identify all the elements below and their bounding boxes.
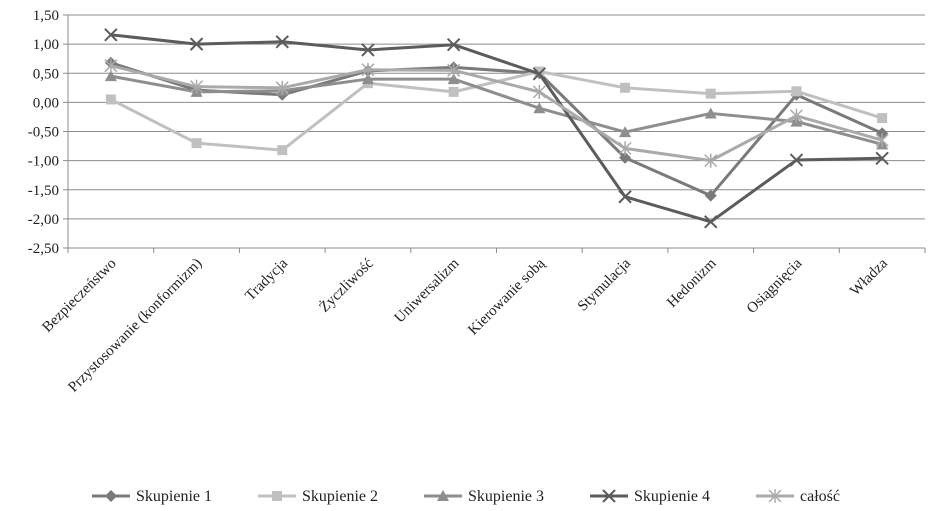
data-point-marker xyxy=(534,66,545,77)
data-point-marker xyxy=(704,215,718,229)
legend-label: Skupienie 2 xyxy=(302,488,378,505)
gridlines xyxy=(63,14,926,253)
data-point-marker xyxy=(447,73,460,85)
x-category-label: Władza xyxy=(847,255,891,299)
data-point-marker xyxy=(446,38,461,52)
x-category-label: Bezpieczeństwo xyxy=(39,256,119,336)
series xyxy=(104,28,889,229)
data-point-marker xyxy=(618,190,632,204)
data-point-marker xyxy=(272,491,282,501)
legend-item: Skupienie 4 xyxy=(590,488,710,505)
data-point-marker xyxy=(618,141,632,156)
legend-item: całość xyxy=(756,488,840,505)
data-point-marker xyxy=(875,151,889,166)
data-point-marker xyxy=(704,107,717,119)
data-point-marker xyxy=(532,67,547,81)
data-point-marker xyxy=(791,86,802,97)
legend-item: Skupienie 2 xyxy=(258,488,378,505)
y-tick-label: -2,50 xyxy=(28,241,59,257)
series-line xyxy=(110,33,883,224)
data-point-marker xyxy=(619,126,632,138)
data-point-marker xyxy=(789,108,803,123)
y-tick-label: 0,00 xyxy=(33,95,59,111)
data-point-marker xyxy=(877,113,888,124)
data-point-marker xyxy=(361,73,374,85)
x-category-label: Uniwersalizm xyxy=(392,255,463,326)
data-point-marker xyxy=(789,153,804,167)
legend-label: Skupienie 1 xyxy=(136,488,212,505)
data-point-marker xyxy=(104,28,118,42)
data-point-marker xyxy=(105,490,117,502)
data-point-marker xyxy=(191,138,202,149)
series xyxy=(104,58,889,168)
x-category-label: Tradycja xyxy=(242,255,291,304)
legend-item: Skupienie 1 xyxy=(92,488,212,505)
data-point-marker xyxy=(875,133,889,148)
data-point-marker xyxy=(533,102,546,114)
y-tick-label: -1,50 xyxy=(28,183,59,199)
series-line xyxy=(110,74,883,146)
y-tick-label: -1,00 xyxy=(28,154,59,170)
x-category-label: Życzliwość xyxy=(317,255,377,315)
data-point-marker xyxy=(190,79,204,94)
data-point-marker xyxy=(448,86,459,97)
y-tick-label: -0,50 xyxy=(28,125,59,141)
legend-item: Skupienie 3 xyxy=(424,488,544,505)
data-point-marker xyxy=(447,63,461,78)
data-point-marker xyxy=(361,43,375,57)
legend-label: Skupienie 3 xyxy=(468,488,544,505)
series-line xyxy=(110,64,883,163)
data-point-marker xyxy=(704,153,718,168)
data-point-marker xyxy=(189,37,204,51)
legend-label: Skupienie 4 xyxy=(634,488,710,505)
data-point-marker xyxy=(768,489,782,503)
data-point-marker xyxy=(602,489,616,503)
data-point-marker xyxy=(437,490,449,501)
data-point-marker xyxy=(104,58,118,73)
data-point-marker xyxy=(532,84,546,99)
legend-label: całość xyxy=(800,488,840,505)
data-point-marker xyxy=(275,80,289,95)
legend: Skupienie 1 Skupienie 2 Skupienie 3 Skupien… xyxy=(92,488,840,505)
data-point-marker xyxy=(619,151,632,164)
x-category-label: Osiągnięcia xyxy=(744,255,806,317)
data-point-marker xyxy=(104,70,117,82)
y-tick-label: 0,50 xyxy=(33,66,59,82)
data-point-marker xyxy=(105,94,116,105)
x-category-label: Kierowanie sobą xyxy=(465,255,548,338)
x-category-label: Stymulacja xyxy=(575,255,634,314)
y-tick-label: 1,50 xyxy=(33,8,59,24)
y-axis-tick-labels: 1,50 1,00 0,50 0,00 -0,50 -1,00 -1,50 -2,00 -2,5… xyxy=(28,8,59,257)
data-point-marker xyxy=(277,145,288,156)
y-tick-label: 1,00 xyxy=(33,37,59,53)
data-point-marker xyxy=(361,62,375,77)
x-category-label: Hedonizm xyxy=(664,255,720,311)
series-lines xyxy=(104,28,889,229)
data-point-marker xyxy=(705,88,716,99)
data-point-marker xyxy=(704,189,717,202)
y-tick-label: -2,00 xyxy=(28,212,59,228)
data-point-marker xyxy=(275,35,289,49)
series-line xyxy=(110,70,883,152)
data-point-marker xyxy=(620,82,631,93)
